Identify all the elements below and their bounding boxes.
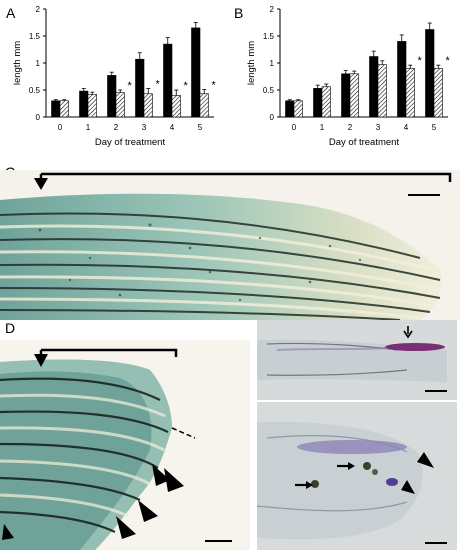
bar-control [191,27,201,118]
y-tick-label: 1.5 [29,32,41,41]
y-tick-label: 0 [36,113,41,122]
bar-control [369,56,379,118]
bar-treated [349,73,359,118]
arrowhead-icon [116,516,136,539]
y-axis-label: length mm [246,41,257,85]
x-tick-label: 5 [432,123,437,132]
scale-bar-c [408,194,440,196]
arrowhead-icon [401,480,415,494]
bar-treated [321,86,331,118]
x-tick-label: 3 [376,123,381,132]
significance-marker: * [446,55,451,67]
x-tick-label: 1 [320,123,325,132]
bar-treated [59,100,69,118]
bar-control [51,100,61,118]
arrowhead-icon [138,500,158,522]
y-tick-label: 1 [270,59,275,68]
y-tick-label: 0.5 [263,86,275,95]
bar-treated [143,93,153,118]
scale-bar-f [425,542,447,544]
amputation-arrow-icon [34,178,48,190]
bar-control [163,43,173,118]
arrow-down-icon [403,326,413,339]
y-tick-label: 0.5 [29,86,41,95]
x-tick-label: 3 [142,123,147,132]
x-tick-label: 4 [404,123,409,132]
bar-treated [171,95,181,118]
panel-label-a: A [6,5,16,21]
micrograph-f [257,402,457,550]
panel-label-b: B [234,5,244,21]
bar-chart-b: 0 0.5 1 1.5 2 length mm 0 1 2 3 * 4 * 5 Day of treatme… [246,5,451,148]
y-tick-label: 2 [270,5,275,14]
x-tick-label: 0 [292,123,297,132]
y-axis-label: length mm [12,41,23,85]
x-tick-label: 4 [170,123,175,132]
micrograph-d [0,340,250,550]
bar-control [425,29,435,118]
bar-control [341,73,351,118]
significance-marker: * [156,78,161,90]
bar-control [79,90,89,118]
x-axis-label: Day of treatment [329,137,400,148]
arrowhead-icon [152,464,170,486]
scale-bar-d [205,540,232,542]
bar-treated [115,92,125,118]
x-tick-label: 2 [114,123,119,132]
arrowhead-icon [2,524,14,540]
micrograph-e [257,320,457,400]
x-axis-label: Day of treatment [95,137,166,148]
y-tick-label: 1.5 [263,32,275,41]
bar-treated [405,68,415,118]
y-tick-label: 1 [36,59,41,68]
x-tick-label: 1 [86,123,91,132]
significance-marker: * [212,79,217,91]
arrowhead-icon [164,468,184,492]
amputation-arrow-icon-d [34,354,48,367]
bar-control [313,88,323,118]
scale-bar-e [425,390,447,392]
bar-treated [87,94,97,118]
x-tick-label: 0 [58,123,63,132]
significance-marker: * [418,55,423,67]
x-tick-label: 2 [348,123,353,132]
x-tick-label: 5 [198,123,203,132]
y-tick-label: 0 [270,113,275,122]
bar-chart-a: 0 0.5 1 1.5 2 length mm 0 1 * 2 * 3 * 4 * 5 Day of treat… [12,5,217,148]
bar-control [107,75,117,118]
bar-treated [433,68,443,118]
dashed-line [171,427,196,439]
bar-control [135,58,145,118]
bar-treated [199,93,209,118]
panel-label-d: D [5,320,16,336]
y-tick-label: 2 [36,5,41,14]
bar-treated [293,100,303,118]
bar-control [397,41,407,118]
bar-treated [377,64,387,118]
significance-marker: * [184,80,189,92]
significance-marker: * [128,80,133,92]
micrograph-c [0,170,460,320]
bar-control [285,100,295,118]
arrowhead-icon [417,452,434,468]
